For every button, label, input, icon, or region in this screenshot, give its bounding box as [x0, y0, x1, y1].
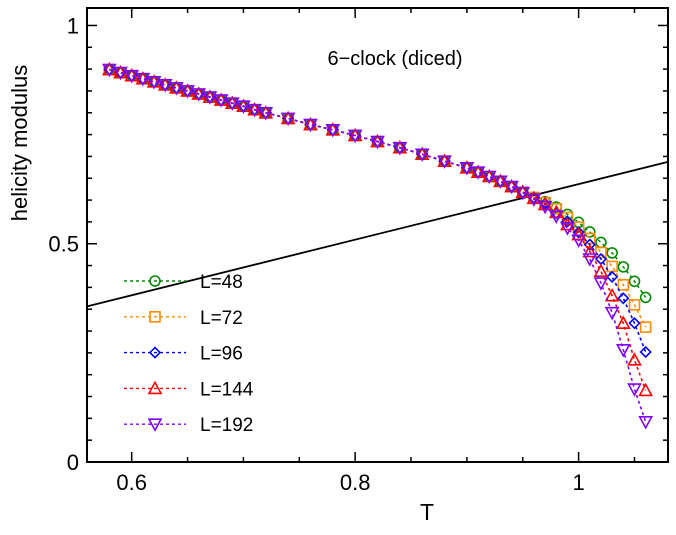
data-point [639, 321, 652, 333]
data-point [560, 222, 575, 236]
data-point [595, 246, 607, 259]
data-point [493, 175, 508, 189]
data-point [628, 317, 641, 330]
data-point [617, 278, 630, 291]
x-tick-label: 0.8 [340, 470, 371, 495]
data-point [258, 106, 274, 121]
legend-marker-square [149, 310, 161, 323]
legend-marker-triangle-down [147, 418, 163, 432]
legend: L=48 L=72 L=96 L=144 L=192 [124, 272, 254, 436]
legend-label: L=192 [200, 415, 253, 436]
data-point [526, 193, 542, 207]
data-point [113, 66, 128, 81]
data-point [548, 210, 564, 224]
data-point [537, 200, 553, 215]
data-point [180, 85, 195, 99]
data-point [572, 226, 585, 239]
data-point [157, 79, 173, 93]
data-point [202, 91, 218, 105]
data-point [627, 383, 642, 397]
data-point [146, 75, 162, 90]
data-point [537, 196, 553, 211]
data-point [303, 118, 318, 133]
series-l48 [103, 63, 652, 304]
series-l72 [103, 63, 652, 333]
data-point [169, 82, 184, 96]
series-line [109, 68, 647, 328]
y-tick-label: 1 [67, 13, 79, 38]
data-point [560, 216, 575, 231]
axis-ticks: 0.6 0.8 1 0 0.5 1 [48, 8, 668, 495]
data-point [280, 112, 296, 127]
x-axis-label: T [420, 499, 434, 525]
data-point [370, 135, 385, 150]
data-point [628, 299, 641, 311]
data-point [604, 306, 620, 321]
data-point [571, 234, 586, 248]
series-line [109, 68, 647, 423]
data-point [135, 72, 151, 87]
series-line [109, 68, 647, 298]
data-point [606, 260, 618, 273]
data-point [583, 226, 596, 238]
plot-frame [86, 7, 669, 463]
x-tick-label: 0.6 [116, 470, 147, 495]
series-l192 [101, 63, 654, 430]
data-point [213, 94, 229, 108]
data-point [617, 261, 630, 273]
chart-title: 6−clock (diced) [327, 48, 462, 70]
data-point [615, 315, 631, 329]
x-tick-label: 1 [572, 470, 584, 495]
data-point [101, 63, 117, 78]
data-point [628, 275, 641, 288]
data-point [437, 155, 452, 169]
data-point [191, 88, 207, 102]
data-point [392, 141, 408, 156]
legend-label: L=72 [200, 308, 243, 329]
data-point [236, 100, 251, 114]
data-point [247, 103, 262, 118]
data-point [325, 123, 341, 138]
data-point [459, 161, 475, 176]
plot-area [86, 7, 669, 463]
legend-label: L=144 [200, 379, 254, 400]
data-point [639, 291, 652, 304]
legend-marker-triangle-up [147, 380, 163, 395]
data-point [347, 129, 363, 144]
data-point [583, 238, 596, 251]
data-point [414, 148, 430, 162]
plot-clip-group [87, 61, 668, 430]
data-point [526, 190, 542, 205]
data-point [617, 292, 630, 305]
data-point [627, 352, 642, 366]
reference-line-2t-over-pi [87, 160, 668, 308]
series-l96 [103, 63, 652, 359]
legend-marker-circle [149, 275, 161, 287]
legend-label: L=96 [200, 344, 243, 365]
data-point [481, 170, 497, 185]
data-point [504, 180, 519, 195]
data-point [224, 97, 240, 111]
legend-marker-diamond [148, 346, 162, 359]
data-point [515, 186, 531, 201]
data-point [582, 253, 598, 267]
data-point [615, 344, 631, 358]
legend-label: L=48 [200, 272, 243, 293]
data-point [593, 277, 609, 291]
data-point [124, 69, 140, 84]
data-point [595, 236, 607, 249]
data-point [638, 416, 654, 430]
y-tick-label: 0.5 [48, 232, 79, 257]
y-tick-label: 0 [67, 450, 79, 475]
y-axis-label: helicity modulus [7, 65, 32, 222]
data-point [604, 288, 620, 302]
data-point [582, 243, 598, 258]
data-point [593, 263, 609, 278]
data-point [606, 270, 619, 284]
data-point [639, 345, 652, 359]
data-point [470, 166, 486, 180]
data-point [638, 382, 654, 397]
data-point [606, 247, 618, 259]
